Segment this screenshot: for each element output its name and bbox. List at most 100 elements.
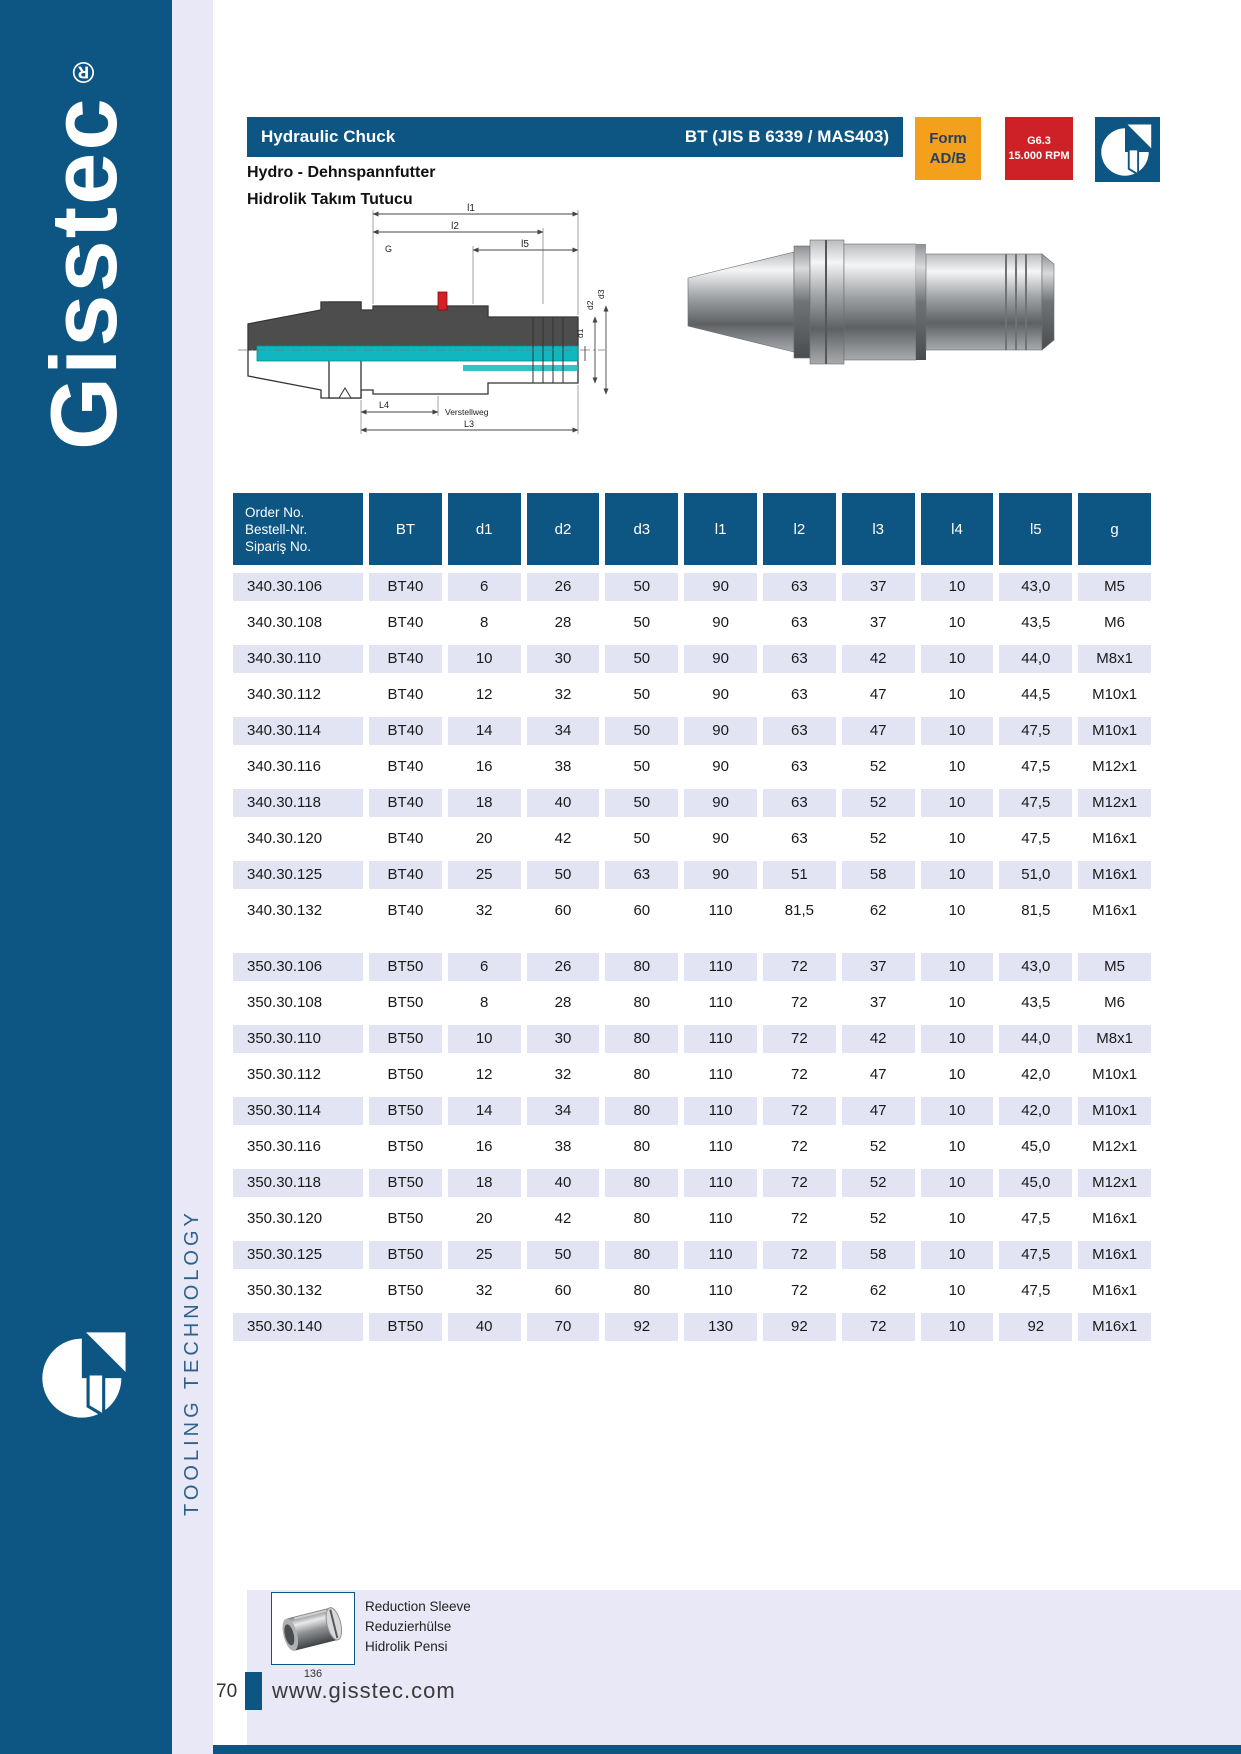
spec-cell: 30 xyxy=(526,1025,600,1053)
spec-cell: 42,0 xyxy=(1021,1066,1051,1083)
sleeve-caption-tr: Hidrolik Pensi xyxy=(365,1639,448,1654)
spec-cell: 10 xyxy=(447,1025,521,1053)
table-row: 340.30.118 BT40 18 40 50 90 63 52 10 47,5 M12x1 xyxy=(233,789,1151,817)
spec-cell: 110 xyxy=(708,1066,733,1083)
table-row: 350.30.118 BT50 18 40 80 110 72 52 10 45,0 M12x1 xyxy=(233,1169,1151,1197)
spec-cell: 110 xyxy=(708,1210,733,1227)
spec-cell: 10 xyxy=(948,830,966,847)
spec-cell: 10 xyxy=(948,994,966,1011)
table-row: 340.30.116 BT40 16 38 50 90 63 52 10 47,5 M12x1 xyxy=(233,753,1151,781)
spec-cell: 6 xyxy=(447,953,521,981)
spec-cell: 37 xyxy=(841,953,915,981)
reduction-sleeve-image xyxy=(282,1606,343,1651)
spec-cell: 26 xyxy=(526,953,600,981)
spec-cell: 10 xyxy=(920,1097,994,1125)
spec-cell: BT40 xyxy=(369,717,442,745)
spec-cell: 80 xyxy=(605,1025,679,1053)
order-no-cell: 340.30.106 xyxy=(233,573,363,601)
spec-cell: BT50 xyxy=(369,1169,442,1197)
column-header-g: g xyxy=(1078,493,1151,565)
dim-l5: l5 xyxy=(521,239,529,250)
spec-cell: 10 xyxy=(920,1169,994,1197)
spec-cell: BT50 xyxy=(387,994,424,1011)
column-header-d1: d1 xyxy=(447,493,521,565)
spec-cell: 42 xyxy=(554,1210,572,1227)
spec-cell: 25 xyxy=(447,861,521,889)
spec-cell: M10x1 xyxy=(1092,686,1138,703)
form-badge: Form AD/B xyxy=(915,117,981,180)
spec-cell: 90 xyxy=(712,758,729,775)
lavender-strip xyxy=(172,0,213,1754)
form-badge-line2: AD/B xyxy=(929,149,967,167)
spec-cell: 43,0 xyxy=(999,573,1073,601)
table-row: 340.30.125 BT40 25 50 63 90 51 58 10 51,0 M16x1 xyxy=(233,861,1151,889)
column-header-l5: l5 xyxy=(999,493,1073,565)
spec-cell: 37 xyxy=(869,614,887,631)
spec-cell: 92 xyxy=(605,1313,679,1341)
order-no-cell: 340.30.110 xyxy=(233,645,363,673)
dim-verstellweg: Verstellweg xyxy=(445,407,489,417)
brand-vertical: Gisstec ® xyxy=(4,55,164,450)
dim-d2: d2 xyxy=(585,300,595,310)
spec-cell: 32 xyxy=(554,1066,572,1083)
spec-cell: 40 xyxy=(447,1313,521,1341)
spec-cell: 10 xyxy=(948,686,966,703)
table-row: 340.30.106 BT40 6 26 50 90 63 37 10 43,0 M5 xyxy=(233,573,1151,601)
spec-cell: 47,5 xyxy=(1021,1282,1051,1299)
column-header-l2: l2 xyxy=(763,493,836,565)
order-no-cell: 340.30.114 xyxy=(233,717,363,745)
spec-cell: 110 xyxy=(684,1169,757,1197)
registered-mark: ® xyxy=(67,55,100,89)
title-bar: Hydraulic Chuck BT (JIS B 6339 / MAS403) xyxy=(247,117,903,157)
spec-cell: 110 xyxy=(708,1138,733,1155)
spec-cell: 90 xyxy=(684,717,757,745)
order-header-tr: Sipariş No. xyxy=(245,538,312,554)
table-row: 350.30.106 BT50 6 26 80 110 72 37 10 43,0 M5 xyxy=(233,953,1151,981)
spec-cell: 16 xyxy=(475,758,493,775)
spec-cell: 10 xyxy=(948,1138,966,1155)
spec-cell: 32 xyxy=(475,1282,493,1299)
column-header-l1: l1 xyxy=(684,493,757,565)
spec-cell: 130 xyxy=(684,1313,757,1341)
spec-cell: 52 xyxy=(841,789,915,817)
spec-cell: 10 xyxy=(948,614,966,631)
spec-cell: 10 xyxy=(948,1282,966,1299)
spec-cell: BT40 xyxy=(387,614,424,631)
website-url: www.gisstec.com xyxy=(272,1678,456,1703)
spec-cell: BT50 xyxy=(369,1241,442,1269)
spec-cell: 10 xyxy=(948,1066,966,1083)
spec-cell: M16x1 xyxy=(1092,1282,1138,1299)
spec-cell: 50 xyxy=(605,789,679,817)
spec-cell: 45,0 xyxy=(999,1169,1073,1197)
spec-cell: 44,0 xyxy=(999,645,1073,673)
spec-cell: 110 xyxy=(684,1025,757,1053)
speed-badge-line1: G6.3 xyxy=(1027,135,1051,148)
order-no-cell: 350.30.132 xyxy=(247,1282,323,1299)
bottom-panel xyxy=(247,1590,1241,1745)
spec-cell: 60 xyxy=(554,902,572,919)
spec-cell: 50 xyxy=(633,686,651,703)
speed-badge: G6.3 15.000 RPM xyxy=(1005,117,1073,180)
spec-cell: 110 xyxy=(708,994,733,1011)
spec-cell: 80 xyxy=(605,1241,679,1269)
spec-cell: 90 xyxy=(712,614,729,631)
spec-cell: 72 xyxy=(763,1025,836,1053)
table-row: 340.30.114 BT40 14 34 50 90 63 47 10 47,5 M10x1 xyxy=(233,717,1151,745)
dim-l4: L4 xyxy=(379,400,389,410)
spec-cell: 63 xyxy=(605,861,679,889)
spec-cell: 45,0 xyxy=(1021,1138,1051,1155)
spec-cell: 58 xyxy=(841,1241,915,1269)
spec-cell: 63 xyxy=(763,645,836,673)
spec-cell: M12x1 xyxy=(1092,758,1138,775)
spec-cell: 80 xyxy=(633,1138,651,1155)
spec-cell: 72 xyxy=(791,1138,808,1155)
spec-cell: 80 xyxy=(633,1282,651,1299)
spec-cell: 10 xyxy=(920,573,994,601)
spec-cell: 92 xyxy=(763,1313,836,1341)
table-row: 350.30.108 BT50 8 28 80 110 72 37 10 43,5 M6 xyxy=(233,989,1151,1017)
order-no-cell: 350.30.112 xyxy=(247,1066,321,1083)
spec-cell: 47 xyxy=(841,1097,915,1125)
spec-cell: 47,5 xyxy=(1021,758,1051,775)
spec-cell: 34 xyxy=(526,717,600,745)
spec-cell: 62 xyxy=(869,902,887,919)
